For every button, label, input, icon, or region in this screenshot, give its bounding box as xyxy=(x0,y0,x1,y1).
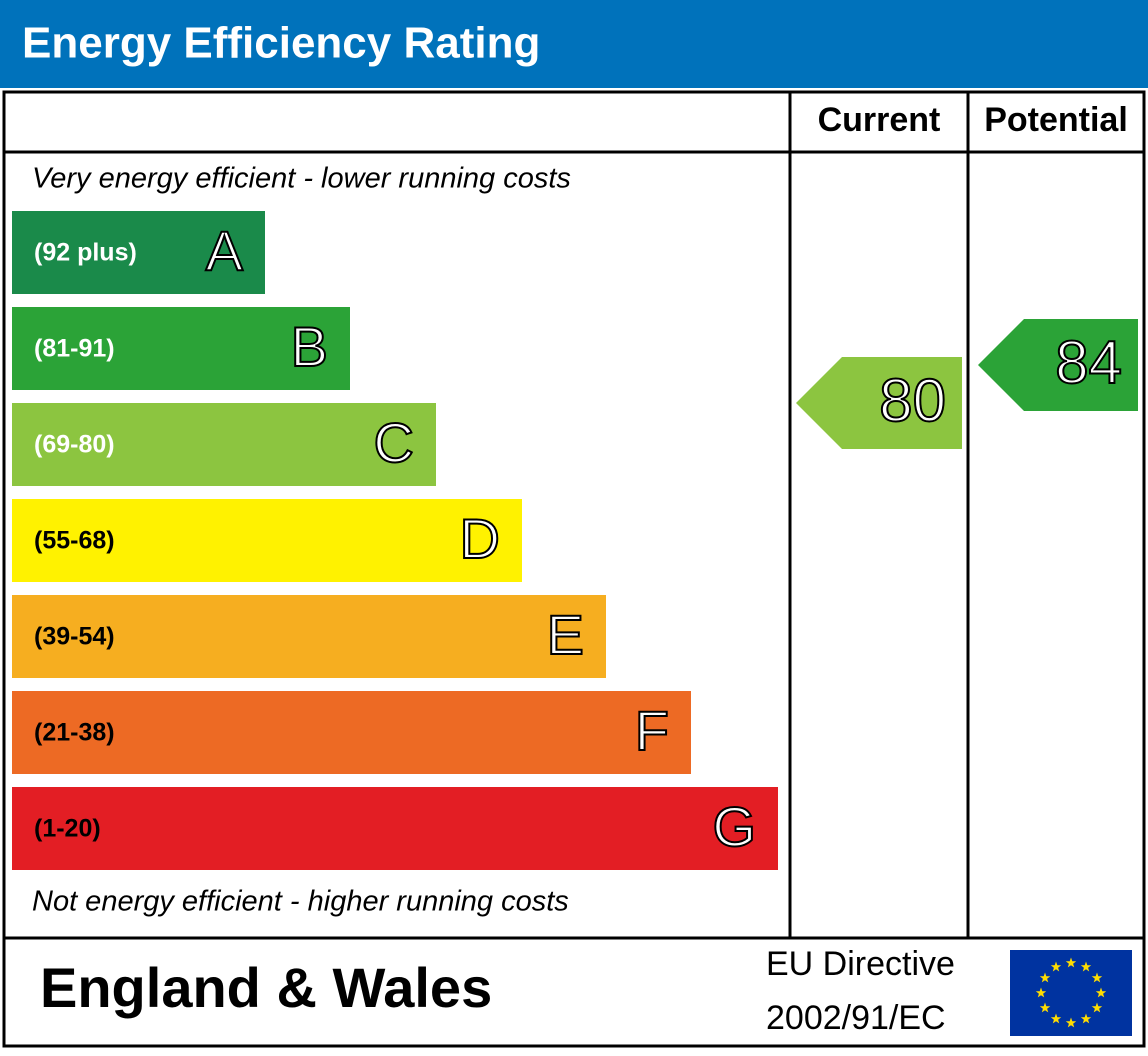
band-range: (55-68) xyxy=(34,527,115,555)
band-range: (92 plus) xyxy=(34,239,137,267)
band-bar xyxy=(12,595,606,678)
band-letter: D xyxy=(460,507,500,570)
rating-arrow xyxy=(796,357,962,449)
eu-star xyxy=(1050,961,1062,972)
eu-star xyxy=(1095,987,1107,998)
eu-star xyxy=(1080,1013,1092,1024)
eu-star xyxy=(1039,1002,1051,1013)
eu-star xyxy=(1035,987,1047,998)
eu-star xyxy=(1050,1013,1062,1024)
band-range: (1-20) xyxy=(34,815,101,843)
band-letter: A xyxy=(206,219,244,282)
bottom-note: Not energy efficient - higher running co… xyxy=(32,886,569,918)
top-note: Very energy efficient - lower running co… xyxy=(32,163,571,195)
eu-star xyxy=(1091,972,1103,983)
band-letter: C xyxy=(374,411,414,474)
rating-value: 80 xyxy=(879,367,946,434)
band-range: (39-54) xyxy=(34,623,115,651)
band-range: (21-38) xyxy=(34,719,115,747)
rating-arrow xyxy=(978,319,1138,411)
eu-star xyxy=(1039,972,1051,983)
eu-stars xyxy=(1035,957,1107,1028)
band-letter: F xyxy=(635,699,669,762)
directive: 2002/91/EC xyxy=(766,999,946,1037)
band-bar xyxy=(12,307,350,390)
directive: EU Directive xyxy=(766,945,955,983)
eu-star xyxy=(1080,961,1092,972)
header-bar xyxy=(0,0,1148,88)
column-header: Current xyxy=(818,101,941,139)
band-bar xyxy=(12,211,265,294)
band-bar xyxy=(12,691,691,774)
eu-star xyxy=(1065,1017,1077,1028)
eu-star xyxy=(1065,957,1077,968)
band-letter: G xyxy=(712,795,756,858)
column-header: Potential xyxy=(984,101,1128,139)
band-range: (81-91) xyxy=(34,335,115,363)
header-title: Energy Efficiency Rating xyxy=(22,19,540,68)
region: England & Wales xyxy=(40,956,492,1019)
eu-star xyxy=(1091,1002,1103,1013)
band-letter: B xyxy=(291,315,328,378)
band-letter: E xyxy=(547,603,584,666)
band-bar xyxy=(12,499,522,582)
rating-value: 84 xyxy=(1055,329,1122,396)
band-bar xyxy=(12,403,436,486)
band-bar xyxy=(12,787,778,870)
band-range: (69-80) xyxy=(34,431,115,459)
frame xyxy=(2,90,1146,1048)
